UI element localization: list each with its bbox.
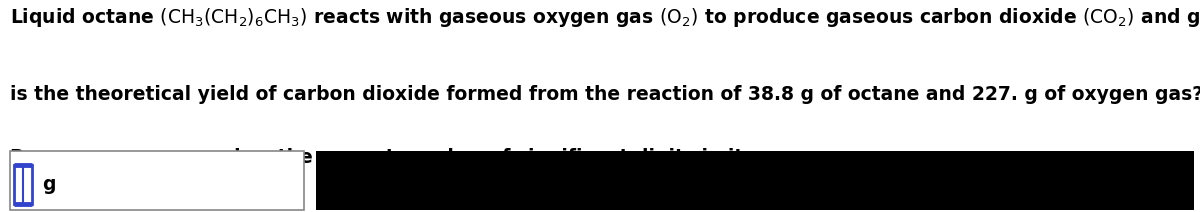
Text: Liquid octane $\left(\mathrm{CH_3(CH_2)_6CH_3}\right)$ reacts with gaseous oxyge: Liquid octane $\left(\mathrm{CH_3(CH_2)_… — [10, 6, 1200, 29]
Text: g: g — [42, 175, 55, 194]
Text: is the theoretical yield of carbon dioxide formed from the reaction of 38.8 g of: is the theoretical yield of carbon dioxi… — [10, 85, 1200, 104]
FancyBboxPatch shape — [10, 151, 304, 210]
Text: Be sure your answer has the correct number of significant digits in it.: Be sure your answer has the correct numb… — [10, 148, 750, 167]
FancyBboxPatch shape — [14, 165, 32, 204]
FancyBboxPatch shape — [316, 151, 1194, 210]
